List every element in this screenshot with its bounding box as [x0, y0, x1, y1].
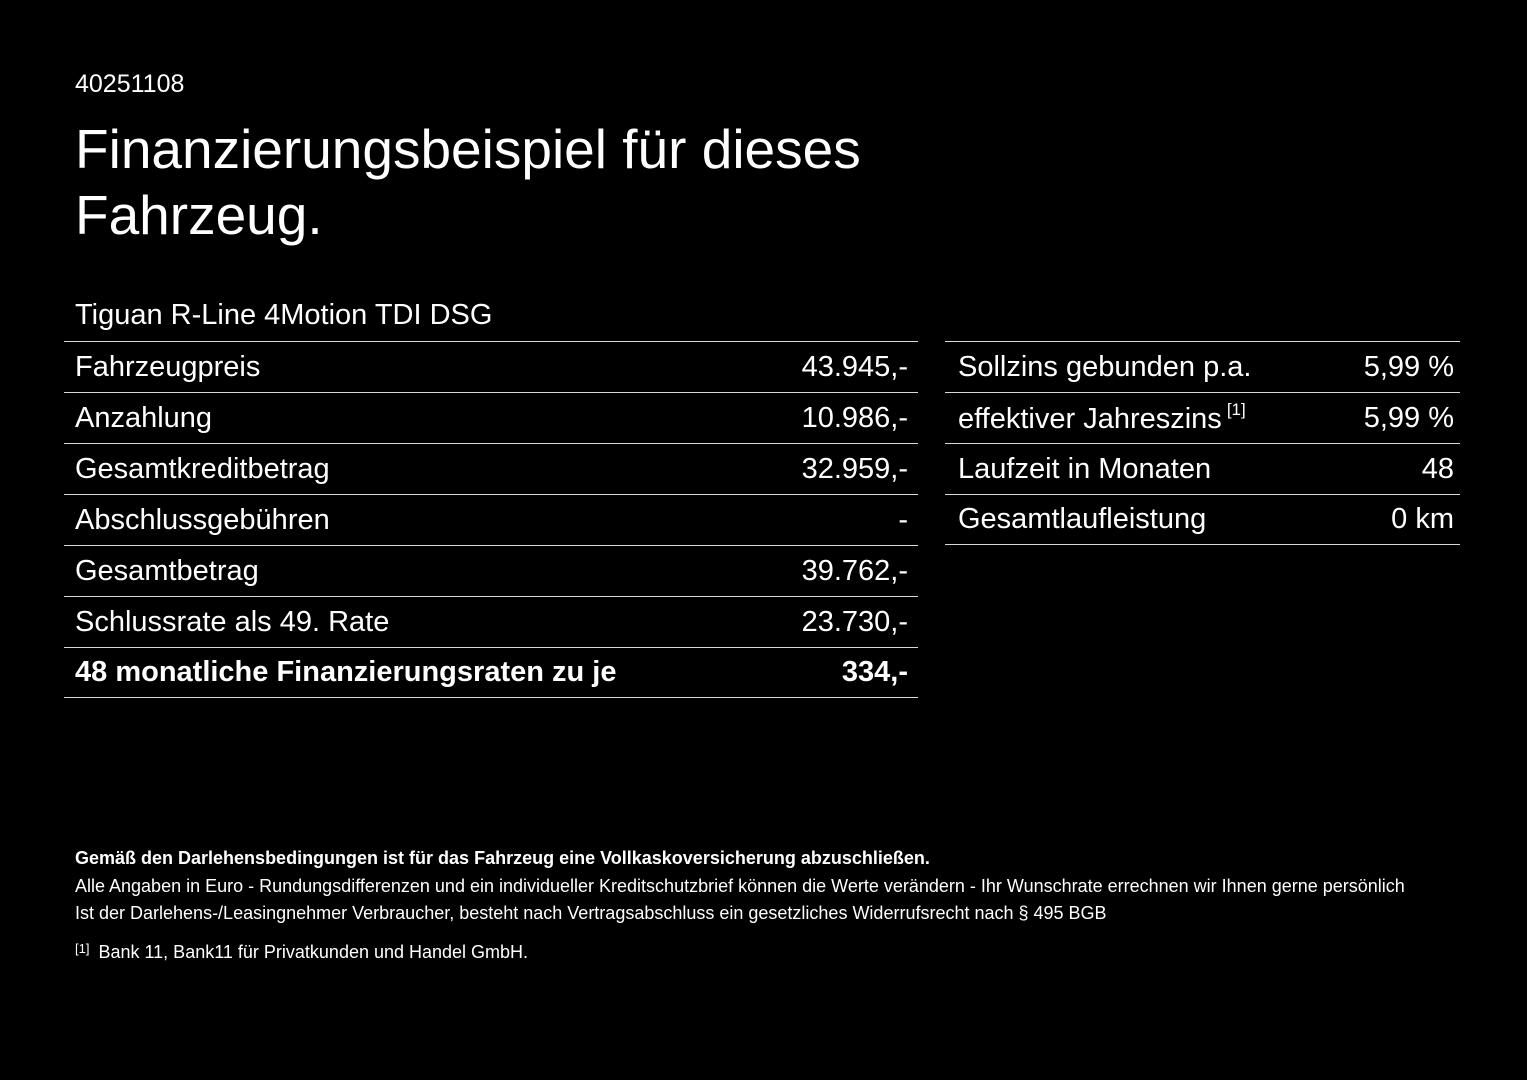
- row-value: 10.986,-: [801, 401, 908, 434]
- row-value: 39.762,-: [801, 554, 908, 587]
- table-row-fahrzeugpreis: Fahrzeugpreis 43.945,-: [64, 341, 918, 392]
- conditions-table: Sollzins gebunden p.a. 5,99 % effektiver…: [945, 341, 1460, 545]
- row-label: Laufzeit in Monaten: [958, 452, 1212, 485]
- row-value: 23.730,-: [801, 605, 908, 638]
- row-label: Gesamtlaufleistung: [958, 503, 1207, 535]
- table-row-gesamtbetrag: Gesamtbetrag 39.762,-: [64, 545, 918, 596]
- row-label: Sollzins gebunden p.a.: [958, 350, 1252, 383]
- row-label: Schlussrate als 49. Rate: [75, 605, 390, 638]
- row-value: 48: [1421, 452, 1454, 485]
- table-row-sollzins: Sollzins gebunden p.a. 5,99 %: [945, 341, 1460, 392]
- table-row-monatsrate: 48 monatliche Finanzierungsraten zu je 3…: [64, 647, 918, 698]
- row-label: Gesamtbetrag: [75, 554, 259, 587]
- row-value: 43.945,-: [801, 350, 908, 383]
- row-label: Anzahlung: [75, 401, 213, 434]
- table-row-gesamtlaufleistung: Gesamtlaufleistung 0 km: [945, 494, 1460, 545]
- table-row-laufzeit: Laufzeit in Monaten 48: [945, 443, 1460, 494]
- row-value: 5,99 %: [1363, 350, 1454, 383]
- row-value: 334,-: [841, 656, 908, 688]
- disclaimer-note-2: Ist der Darlehens-/Leasingnehmer Verbrau…: [75, 903, 1107, 923]
- financing-details-table: Fahrzeugpreis 43.945,- Anzahlung 10.986,…: [64, 341, 918, 698]
- row-value: 5,99 %: [1363, 401, 1454, 434]
- bank-footnote: [1] Bank 11, Bank11 für Privatkunden und …: [75, 939, 1405, 962]
- legal-footer: Gemäß den Darlehensbedingungen ist für d…: [75, 848, 1405, 962]
- table-row-anzahlung: Anzahlung 10.986,-: [64, 392, 918, 443]
- row-label: Gesamtkreditbetrag: [75, 452, 330, 485]
- footnote-marker: [1]: [75, 941, 90, 956]
- footnote-reference: [1]: [1226, 400, 1246, 419]
- table-row-abschlussgebuehren: Abschlussgebühren -: [64, 494, 918, 545]
- document-number: 40251108: [75, 70, 185, 98]
- table-row-gesamtkreditbetrag: Gesamtkreditbetrag 32.959,-: [64, 443, 918, 494]
- table-row-effektiver-jahreszins: effektiver Jahreszins [1] 5,99 %: [945, 392, 1460, 443]
- disclaimer-note-1: Alle Angaben in Euro - Rundungsdifferenz…: [75, 876, 1405, 896]
- page-title: Finanzierungsbeispiel für dieses Fahrzeu…: [75, 118, 861, 246]
- row-label: effektiver Jahreszins [1]: [958, 400, 1246, 436]
- row-label: Abschlussgebühren: [75, 503, 330, 536]
- row-label: Fahrzeugpreis: [75, 350, 261, 383]
- table-row-schlussrate: Schlussrate als 49. Rate 23.730,-: [64, 596, 918, 647]
- footnote-text: Bank 11, Bank11 für Privatkunden und Han…: [98, 942, 529, 962]
- row-label-text: effektiver Jahreszins: [958, 403, 1222, 435]
- row-label: 48 monatliche Finanzierungsraten zu je: [75, 656, 617, 688]
- row-value: -: [898, 503, 908, 536]
- vehicle-model: Tiguan R-Line 4Motion TDI DSG: [75, 299, 493, 331]
- insurance-requirement-note: Gemäß den Darlehensbedingungen ist für d…: [75, 848, 930, 868]
- row-value: 0 km: [1391, 503, 1454, 535]
- row-value: 32.959,-: [801, 452, 908, 485]
